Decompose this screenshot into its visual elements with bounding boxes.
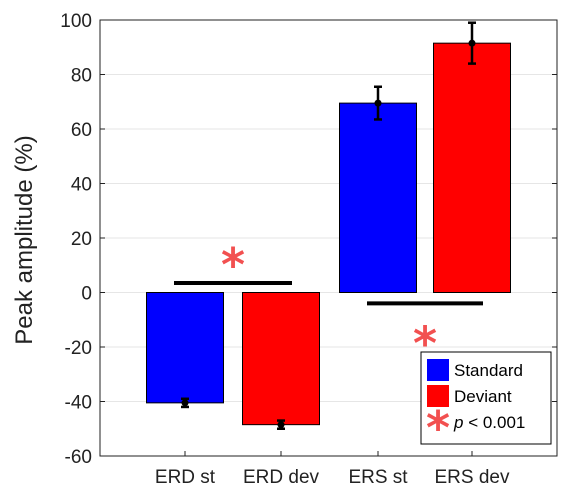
y-axis-label: Peak amplitude (%) — [11, 135, 38, 344]
legend-star-icon: * — [426, 401, 450, 455]
legend-label: Standard — [454, 361, 523, 380]
legend-label: p < 0.001 — [453, 413, 525, 432]
mean-point — [374, 99, 382, 107]
significance-markers: ** — [174, 238, 483, 370]
legend-label-rest: < 0.001 — [463, 413, 525, 432]
legend: Standard Deviant* p < 0.001 — [420, 351, 552, 455]
legend-label: Deviant — [454, 387, 512, 406]
legend-swatch — [427, 385, 449, 407]
y-tick-label: 60 — [71, 120, 92, 141]
legend-label-italic: p — [453, 413, 463, 432]
x-tick-label: ERS st — [348, 467, 408, 488]
significance-star: * — [221, 238, 245, 292]
bars — [146, 42, 511, 426]
x-tick-label: ERD st — [155, 467, 216, 488]
x-tick-label: ERD dev — [243, 467, 320, 488]
y-tick-labels: -60 -40 -20 0 20 40 60 80 100 — [60, 11, 92, 468]
error-bars — [181, 21, 476, 430]
y-tick-label: 20 — [71, 229, 92, 250]
bar-erd-dev — [242, 292, 320, 426]
bar-erd-st — [146, 292, 224, 404]
y-tick-label: 0 — [81, 284, 92, 305]
bar-ers-st — [339, 102, 417, 293]
legend-swatch — [427, 359, 449, 381]
y-tick-label: 80 — [71, 66, 92, 87]
y-tick-label: -60 — [65, 447, 92, 468]
x-tick-label: ERS dev — [435, 467, 510, 488]
mean-point — [277, 421, 285, 429]
axes — [99, 19, 558, 457]
y-tick-label: -40 — [65, 393, 92, 414]
x-tick-labels: ERD st ERD dev ERS st ERS dev — [155, 467, 510, 488]
y-tick-label: 100 — [60, 11, 92, 32]
mean-point — [468, 39, 476, 47]
mean-point — [181, 399, 189, 407]
y-tick-label: 40 — [71, 175, 92, 196]
bar-ers-dev — [433, 42, 511, 293]
y-tick-label: -20 — [65, 338, 92, 359]
